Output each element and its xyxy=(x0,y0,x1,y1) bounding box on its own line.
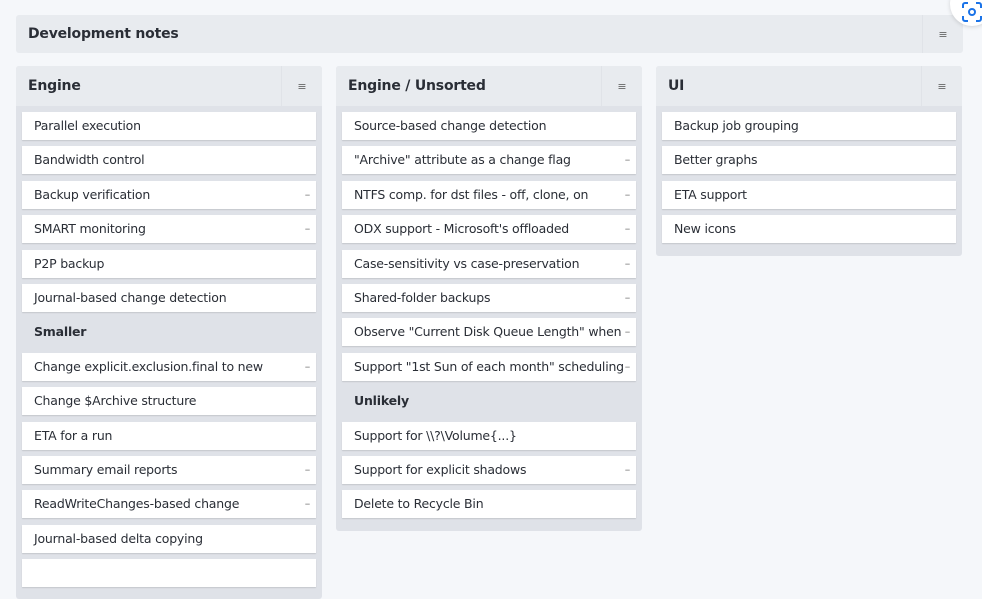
card-title: SMART monitoring xyxy=(34,221,146,237)
card[interactable]: SMART monitoring – xyxy=(22,215,316,244)
card[interactable] xyxy=(22,559,316,588)
card[interactable]: Change explicit.exclusion.final to new – xyxy=(22,352,316,381)
card-title: New icons xyxy=(674,221,736,237)
card[interactable]: Observe "Current Disk Queue Length" when… xyxy=(342,318,636,347)
board-title: Development notes xyxy=(28,26,179,42)
card[interactable]: New icons xyxy=(662,215,956,244)
card-title: Delete to Recycle Bin xyxy=(354,496,484,512)
card-title: Support "1st Sun of each month" scheduli… xyxy=(354,358,624,374)
column-title: UI xyxy=(668,78,685,94)
card-title: Source-based change detection xyxy=(354,118,547,133)
column-header: Engine ≡ xyxy=(16,66,322,106)
card[interactable]: Support "1st Sun of each month" scheduli… xyxy=(342,352,636,381)
card[interactable]: P2P backup xyxy=(22,249,316,278)
board-header: Development notes ≡ xyxy=(16,15,963,53)
column-header: Engine / Unsorted ≡ xyxy=(336,66,642,106)
column-engine: Engine ≡ Parallel execution Bandwidth con… xyxy=(16,66,322,599)
card[interactable]: Support for explicit shadows – xyxy=(342,455,636,484)
card-title: Observe "Current Disk Queue Length" when xyxy=(354,324,622,340)
column-title: Engine xyxy=(28,78,81,94)
card-title: ETA support xyxy=(674,186,747,202)
card-list: Backup job grouping Better graphs ETA supp… xyxy=(656,106,962,244)
has-description-icon: – xyxy=(304,462,311,476)
card-title: Journal-based change detection xyxy=(34,289,227,305)
screenshot-scan-button[interactable] xyxy=(950,0,982,26)
column-ui: UI ≡ Backup job grouping Better graphs ETA… xyxy=(656,66,962,256)
card-title: ReadWriteChanges-based change xyxy=(34,496,240,512)
has-description-icon: – xyxy=(304,187,311,201)
card-title: Change $Archive structure xyxy=(34,393,197,409)
card-title: ODX support - Microsoft's offloaded xyxy=(354,221,570,237)
card[interactable]: Source-based change detection xyxy=(342,112,636,140)
has-description-icon: – xyxy=(304,222,311,236)
has-description-icon: – xyxy=(624,359,631,373)
section-label: Unlikely xyxy=(354,393,409,409)
has-description-icon: – xyxy=(624,222,631,236)
has-description-icon: – xyxy=(624,325,631,339)
column-menu-icon[interactable]: ≡ xyxy=(601,66,642,106)
card-title: Support for explicit shadows xyxy=(354,461,527,477)
card[interactable]: Bandwidth control xyxy=(22,146,316,175)
card-title: Backup job grouping xyxy=(674,118,799,133)
card-title: Case-sensitivity vs case-preservation xyxy=(354,255,580,271)
card[interactable]: ODX support - Microsoft's offloaded – xyxy=(342,215,636,244)
card-title: NTFS comp. for dst files - off, clone, o… xyxy=(354,186,589,202)
card[interactable]: Shared-folder backups – xyxy=(342,283,636,312)
column-header: UI ≡ xyxy=(656,66,962,106)
card[interactable]: Support for \\?\Volume{...} xyxy=(342,421,636,450)
card-title: Better graphs xyxy=(674,152,758,168)
has-description-icon: – xyxy=(624,153,631,167)
card-title: ETA for a run xyxy=(34,427,113,443)
card[interactable]: Delete to Recycle Bin xyxy=(342,490,636,519)
has-description-icon: – xyxy=(624,187,631,201)
card-title: Summary email reports xyxy=(34,461,178,477)
column-menu-icon[interactable]: ≡ xyxy=(281,66,322,106)
card[interactable]: NTFS comp. for dst files - off, clone, o… xyxy=(342,180,636,209)
has-description-icon: – xyxy=(624,462,631,476)
card[interactable]: ETA support xyxy=(662,180,956,209)
card[interactable]: Backup job grouping xyxy=(662,112,956,140)
card[interactable]: Change $Archive structure xyxy=(22,387,316,416)
has-description-icon: – xyxy=(304,359,311,373)
card-title: Change explicit.exclusion.final to new xyxy=(34,358,263,374)
card-title: Journal-based delta copying xyxy=(34,530,203,546)
card[interactable]: Journal-based change detection xyxy=(22,283,316,312)
card-title: Support for \\?\Volume{...} xyxy=(354,427,517,443)
card-title: "Archive" attribute as a change flag xyxy=(354,152,571,168)
card[interactable]: "Archive" attribute as a change flag – xyxy=(342,146,636,175)
card[interactable]: ReadWriteChanges-based change – xyxy=(22,490,316,519)
has-description-icon: – xyxy=(624,256,631,270)
scan-icon xyxy=(962,1,982,22)
card[interactable]: Parallel execution xyxy=(22,112,316,140)
card-title: Bandwidth control xyxy=(34,152,145,168)
has-description-icon: – xyxy=(304,497,311,511)
has-description-icon: – xyxy=(624,290,631,304)
card[interactable]: Backup verification – xyxy=(22,180,316,209)
card[interactable]: ETA for a run xyxy=(22,421,316,450)
card-title: Shared-folder backups xyxy=(354,289,491,305)
card[interactable]: Better graphs xyxy=(662,146,956,175)
column-title: Engine / Unsorted xyxy=(348,78,486,94)
card-title: P2P backup xyxy=(34,255,105,271)
card-list: Parallel execution Bandwidth control Backu… xyxy=(16,106,322,588)
card[interactable]: Case-sensitivity vs case-preservation – xyxy=(342,249,636,278)
card-list: Source-based change detection "Archive" a… xyxy=(336,106,642,519)
column-menu-icon[interactable]: ≡ xyxy=(921,66,962,106)
card[interactable]: Journal-based delta copying xyxy=(22,524,316,553)
card-title: Parallel execution xyxy=(34,118,141,133)
card-title: Backup verification xyxy=(34,186,151,202)
board-menu-icon[interactable]: ≡ xyxy=(922,15,963,53)
card[interactable]: Summary email reports – xyxy=(22,455,316,484)
column-engine-unsorted: Engine / Unsorted ≡ Source-based change … xyxy=(336,66,642,531)
section-label: Smaller xyxy=(34,324,87,340)
